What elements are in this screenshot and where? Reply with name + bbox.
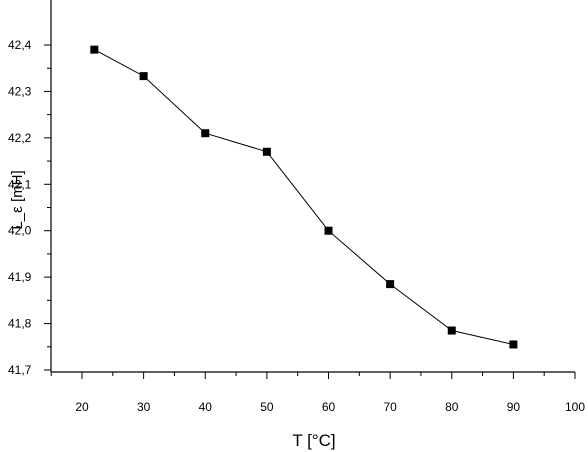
- data-point: [201, 129, 210, 138]
- axis-titles: T [°C] L_ε [mH]: [9, 170, 336, 450]
- x-tick-label: 100: [565, 400, 585, 414]
- x-tick-label: 30: [137, 400, 151, 414]
- y-tick-label: 42,4: [8, 38, 32, 52]
- y-tick-label: 41,8: [8, 317, 32, 331]
- x-axis-title: T [°C]: [292, 431, 335, 450]
- y-tick-label: 42,1: [8, 177, 32, 191]
- data-point: [139, 72, 148, 81]
- series-layer: [90, 45, 518, 349]
- x-ticks: 20 30 40 50 60 70 80 90 100: [50, 372, 585, 414]
- x-tick-label: 70: [383, 400, 397, 414]
- y-tick-label: 41,9: [8, 270, 32, 284]
- x-tick-label: 60: [322, 400, 336, 414]
- x-tick-label: 40: [199, 400, 213, 414]
- x-tick-label: 50: [260, 400, 274, 414]
- data-point: [90, 45, 99, 54]
- data-point: [447, 326, 456, 335]
- x-tick-label: 90: [507, 400, 521, 414]
- x-tick-label: 20: [75, 400, 89, 414]
- chart-axes: [50, 0, 575, 373]
- data-point: [262, 147, 271, 156]
- y-axis-title: L_ε [mH]: [9, 170, 26, 229]
- y-tick-label: 42,2: [8, 131, 32, 145]
- y-tick-label: 42,0: [8, 224, 32, 238]
- y-tick-label: 41,7: [8, 363, 32, 377]
- data-point: [509, 340, 518, 349]
- data-point: [324, 226, 333, 235]
- y-tick-label: 42,3: [8, 84, 32, 98]
- x-tick-label: 80: [445, 400, 459, 414]
- data-point: [386, 280, 395, 289]
- series-line: [94, 49, 514, 345]
- y-ticks: 41,7 41,8 41,9 42,0 42,1 42,2 42,3 42,4: [8, 38, 51, 377]
